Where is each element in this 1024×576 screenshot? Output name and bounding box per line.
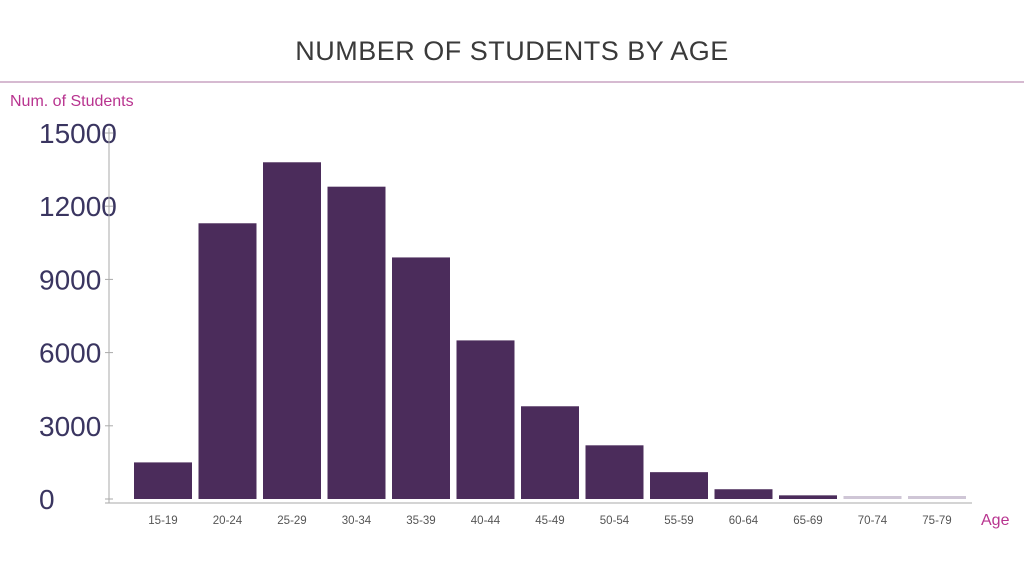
- bar-45-49: [521, 406, 579, 499]
- bar-35-39: [392, 257, 450, 499]
- bar-75-79: [908, 496, 966, 499]
- x-tick-label: 70-74: [858, 515, 888, 527]
- bars: [134, 162, 966, 499]
- bar-40-44: [456, 340, 515, 499]
- x-tick-label: 60-64: [729, 515, 759, 527]
- bar-30-34: [327, 186, 386, 499]
- x-axis-label: Age: [981, 512, 1010, 529]
- y-tick-label: 9000: [39, 264, 101, 295]
- x-tick-label: 35-39: [406, 515, 435, 527]
- y-axis-ticks: 0 3000 6000 9000 12000 15000: [39, 118, 117, 515]
- y-tick-label: 0: [39, 484, 55, 515]
- bar-65-69: [779, 495, 837, 499]
- chart-title: NUMBER OF STUDENTS BY AGE: [295, 36, 729, 66]
- x-tick-label: 15-19: [148, 515, 177, 527]
- y-tick-label: 3000: [39, 411, 101, 442]
- bar-15-19: [134, 462, 192, 499]
- bar-50-54: [585, 445, 644, 499]
- y-tick-label: 12000: [39, 191, 117, 222]
- y-tick-label: 15000: [39, 118, 117, 149]
- x-tick-label: 75-79: [922, 515, 951, 527]
- x-tick-label: 30-34: [342, 515, 372, 527]
- bar-55-59: [650, 472, 708, 499]
- bar-70-74: [843, 496, 902, 499]
- x-tick-label: 40-44: [471, 515, 501, 527]
- x-tick-label: 20-24: [213, 515, 243, 527]
- x-tick-label: 55-59: [664, 515, 693, 527]
- x-axis-ticks: 15-19 20-24 25-29 30-34 35-39 40-44 45-49 50-54…: [148, 515, 951, 527]
- x-tick-label: 45-49: [535, 515, 564, 527]
- bar-60-64: [714, 489, 773, 499]
- y-axis-label: Num. of Students: [10, 93, 134, 110]
- bar-25-29: [263, 162, 321, 499]
- x-tick-label: 65-69: [793, 515, 822, 527]
- x-tick-label: 50-54: [600, 515, 630, 527]
- x-tick-label: 25-29: [277, 515, 306, 527]
- y-tick-label: 6000: [39, 338, 101, 369]
- bar-20-24: [198, 223, 257, 499]
